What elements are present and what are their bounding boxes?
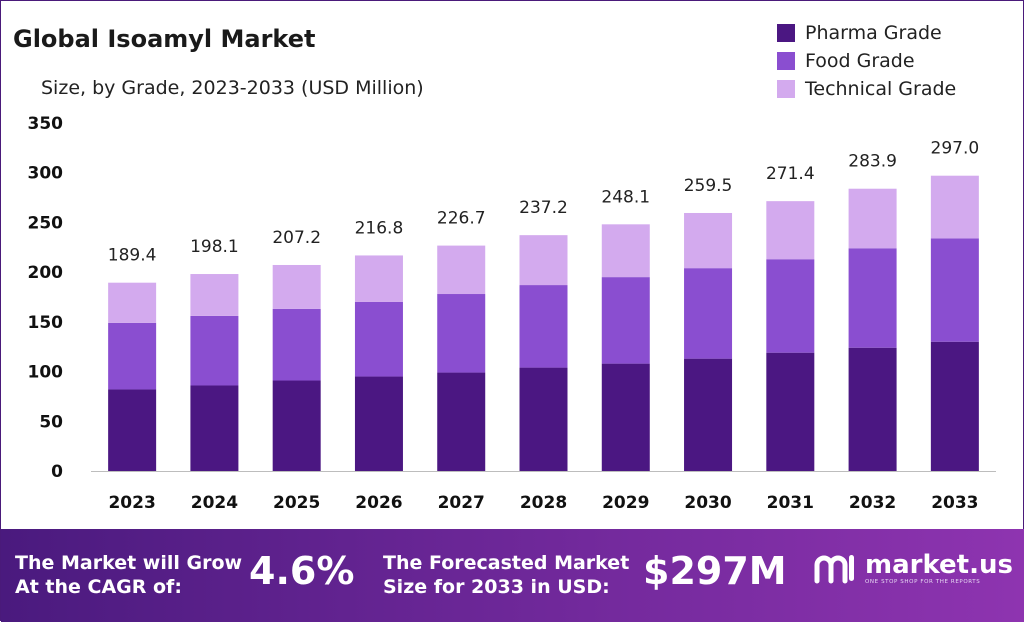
bar-segment-pharma-grade xyxy=(108,389,157,471)
bar-total-label: 198.1 xyxy=(190,237,239,257)
bar-segment-food-grade xyxy=(272,308,321,381)
stacked-bar-chart: 0 50 100 150 200 250 300 350 189.4 2023 198.1 2024 2… xyxy=(28,114,996,513)
legend-swatch-pharma xyxy=(777,24,795,42)
bar-total-label: 248.1 xyxy=(601,187,650,207)
bar-segment-technical-grade xyxy=(930,175,979,239)
legend-label-pharma: Pharma Grade xyxy=(805,22,942,44)
x-tick-label: 2026 xyxy=(355,493,402,513)
forecast-label-line1: The Forecasted Market xyxy=(383,552,630,574)
bar-segment-technical-grade xyxy=(190,274,239,316)
cagr-value: 4.6% xyxy=(249,549,355,593)
bar-segment-technical-grade xyxy=(848,188,897,249)
bar-segment-food-grade xyxy=(684,268,733,359)
bar-segment-food-grade xyxy=(108,322,157,390)
x-tick-label: 2029 xyxy=(602,493,649,513)
brand-text: market.us ONE STOP SHOP FOR THE REPORTS xyxy=(865,551,1013,585)
bar-segment-food-grade xyxy=(519,285,568,368)
x-tick-label: 2033 xyxy=(931,493,978,513)
chart-subtitle: Size, by Grade, 2023-2033 (USD Million) xyxy=(41,77,424,99)
bar-segment-technical-grade xyxy=(354,255,403,302)
legend-item-technical: Technical Grade xyxy=(777,75,956,103)
bar-segment-technical-grade xyxy=(437,245,486,295)
y-tick-label: 250 xyxy=(28,213,64,233)
bar-segment-food-grade xyxy=(848,248,897,348)
bar-total-label: 226.7 xyxy=(437,209,486,229)
bar-segment-technical-grade xyxy=(108,282,157,323)
x-tick-label: 2023 xyxy=(108,493,155,513)
bar-segment-technical-grade xyxy=(601,224,650,278)
y-tick-label: 50 xyxy=(39,412,63,432)
brand-tagline: ONE STOP SHOP FOR THE REPORTS xyxy=(865,579,981,585)
y-tick-label: 350 xyxy=(28,114,64,134)
legend-label-technical: Technical Grade xyxy=(805,78,957,100)
brand-logo: market.us ONE STOP SHOP FOR THE REPORTS xyxy=(813,551,1013,585)
chart-title: Global Isoamyl Market xyxy=(13,25,316,53)
bar-segment-pharma-grade xyxy=(930,341,979,471)
forecast-label-line2: Size for 2033 in USD: xyxy=(383,576,610,598)
legend-swatch-food xyxy=(777,52,795,70)
x-tick-label: 2031 xyxy=(767,493,814,513)
bar-total-label: 207.2 xyxy=(272,228,321,248)
cagr-label-line1: The Market will Grow xyxy=(15,552,243,574)
summary-banner: The Market will Grow At the CAGR of: 4.6… xyxy=(1,529,1024,622)
x-tick-label: 2030 xyxy=(684,493,731,513)
bar-segment-pharma-grade xyxy=(519,367,568,471)
bar-segment-pharma-grade xyxy=(601,363,650,471)
bar-segment-technical-grade xyxy=(766,201,815,260)
bar-total-label: 283.9 xyxy=(848,152,897,172)
bar-segment-food-grade xyxy=(190,315,239,386)
bar-segment-technical-grade xyxy=(519,235,568,286)
legend: Pharma Grade Food Grade Technical Grade xyxy=(777,19,956,103)
bar-segment-food-grade xyxy=(601,277,650,364)
legend-item-pharma: Pharma Grade xyxy=(777,19,956,47)
x-tick-label: 2032 xyxy=(849,493,896,513)
bar-segment-pharma-grade xyxy=(848,347,897,471)
bar-total-label: 216.8 xyxy=(355,218,404,238)
cagr-label: The Market will Grow At the CAGR of: xyxy=(15,551,242,599)
cagr-label-line2: At the CAGR of: xyxy=(15,576,182,598)
y-tick-label: 200 xyxy=(28,263,64,283)
bar-segment-food-grade xyxy=(437,294,486,373)
bar-total-label: 189.4 xyxy=(108,246,157,266)
x-tick-label: 2024 xyxy=(191,493,238,513)
bar-total-label: 297.0 xyxy=(931,139,980,159)
forecast-label: The Forecasted Market Size for 2033 in U… xyxy=(383,551,629,599)
bar-segment-pharma-grade xyxy=(354,376,403,471)
y-tick-label: 100 xyxy=(28,363,64,383)
x-tick-label: 2025 xyxy=(273,493,320,513)
bar-segment-technical-grade xyxy=(684,212,733,269)
bar-segment-food-grade xyxy=(930,238,979,342)
legend-item-food: Food Grade xyxy=(777,47,956,75)
market-us-logo-icon xyxy=(814,555,854,584)
x-tick-label: 2028 xyxy=(520,493,567,513)
bar-total-label: 237.2 xyxy=(519,198,568,218)
y-tick-label: 150 xyxy=(28,313,64,333)
forecast-value: $297M xyxy=(643,549,787,593)
bar-segment-technical-grade xyxy=(272,264,321,309)
bar-total-label: 271.4 xyxy=(766,164,815,184)
bar-segment-pharma-grade xyxy=(766,352,815,471)
brand-name: market.us xyxy=(865,550,1013,580)
bar-segment-pharma-grade xyxy=(684,358,733,471)
bar-segment-pharma-grade xyxy=(190,385,239,471)
legend-swatch-technical xyxy=(777,80,795,98)
bar-total-label: 259.5 xyxy=(684,176,733,196)
x-tick-label: 2027 xyxy=(438,493,485,513)
legend-label-food: Food Grade xyxy=(805,50,915,72)
bar-segment-pharma-grade xyxy=(272,380,321,471)
y-tick-label: 0 xyxy=(51,462,63,482)
bar-segment-pharma-grade xyxy=(437,372,486,471)
bar-segment-food-grade xyxy=(766,259,815,353)
y-tick-label: 300 xyxy=(28,164,64,184)
bar-segment-food-grade xyxy=(354,301,403,377)
